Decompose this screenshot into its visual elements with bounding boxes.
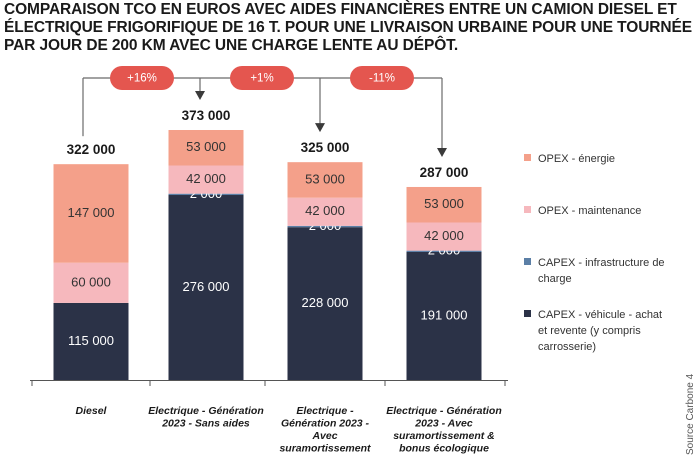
comparison-connectors: +16% +1% -11%: [82, 66, 447, 157]
change-pill: [230, 66, 294, 90]
segment-label: 115 000: [68, 333, 114, 348]
bar-stack-1: 115 000 60 000 147 000 322 000: [53, 142, 129, 380]
legend-label: OPEX - maintenance: [538, 205, 641, 217]
legend-label: et revente (y compris: [538, 325, 641, 337]
legend-label: CAPEX - infrastructure de: [538, 257, 665, 269]
title-line-2: électrique frigorifique de 16 t. pour un…: [4, 19, 692, 36]
category-label: suramortissement: [279, 443, 371, 455]
category-label: bonus écologique: [399, 443, 489, 455]
change-pill-label: -11%: [369, 73, 395, 85]
category-label: Avec: [311, 430, 337, 442]
segment-label: 42 000: [424, 228, 464, 243]
change-pill-label: +16%: [127, 73, 157, 85]
segment-label: 60 000: [71, 274, 111, 289]
bar-segment: [287, 162, 363, 198]
change-pill: [350, 66, 414, 90]
total-label: 287 000: [420, 165, 469, 180]
category-label: Electrique - Génération: [386, 405, 502, 417]
legend-label: OPEX - énergie: [538, 153, 615, 165]
title-line-3: par jour de 200 km avec une charge lente…: [4, 37, 459, 54]
total-label: 325 000: [301, 140, 350, 155]
total-label: 373 000: [182, 108, 231, 123]
bar-segment: [287, 225, 363, 228]
segment-label: 276 000: [183, 279, 230, 294]
x-axis: [30, 380, 508, 386]
legend-swatch: [524, 258, 531, 265]
title-line-1: Comparaison TCO en euros avec aides fina…: [4, 1, 677, 18]
bar-segment: [406, 186, 482, 223]
segment-label: 53 000: [424, 196, 464, 211]
category-label: Electrique -: [296, 405, 354, 417]
arrow-head: [315, 123, 325, 133]
legend-item: OPEX - énergie: [524, 153, 615, 165]
bar-segment: [406, 250, 482, 252]
bar-segment: [53, 164, 129, 263]
segment-label: 53 000: [186, 139, 226, 154]
category-label: Electrique - Génération: [148, 405, 264, 417]
legend-swatch: [524, 154, 531, 161]
legend-label: carrosserie): [538, 341, 596, 353]
segment-label: 191 000: [421, 307, 468, 322]
bar-segment: [406, 222, 482, 251]
change-pill: [110, 66, 174, 90]
legend-item: CAPEX - infrastructure de charge: [524, 257, 665, 285]
legend: OPEX - énergie OPEX - maintenance CAPEX - …: [524, 153, 665, 353]
bar-segment: [53, 302, 129, 380]
legend-item: CAPEX - véhicule - achat et revente (y co…: [524, 309, 662, 353]
category-label: suramortissement &: [393, 430, 495, 442]
legend-label: charge: [538, 273, 572, 285]
bar-segment: [287, 227, 363, 380]
arrow-head: [195, 91, 205, 100]
chart-title: Comparaison TCO en euros avec aides fina…: [4, 1, 696, 55]
bar-segment: [168, 165, 244, 194]
bar-segment: [168, 193, 244, 196]
legend-swatch: [524, 310, 531, 317]
segment-label: 42 000: [305, 203, 345, 218]
bar-segment: [168, 195, 244, 380]
segment-label: 147 000: [68, 205, 115, 220]
legend-item: OPEX - maintenance: [524, 205, 641, 217]
bar-segment: [287, 197, 363, 226]
legend-label: CAPEX - véhicule - achat: [538, 309, 662, 321]
category-label: 2023 - Avec: [414, 418, 473, 430]
segment-label: 53 000: [305, 171, 345, 186]
bar-segment: [406, 251, 482, 380]
category-label: 2023 - Sans aides: [161, 418, 250, 430]
source-note: Source Carbone 4: [685, 373, 696, 455]
segment-label: 42 000: [186, 171, 226, 186]
change-pill-label: +1%: [250, 73, 273, 85]
category-label: Génération 2023 -: [281, 418, 370, 430]
arrow-head: [437, 147, 447, 157]
legend-swatch: [524, 206, 531, 213]
bar-segment: [53, 262, 129, 303]
total-label: 322 000: [67, 142, 116, 157]
category-label: Diesel: [76, 405, 108, 417]
segment-label: 228 000: [302, 295, 349, 310]
bar-segment: [168, 130, 244, 166]
